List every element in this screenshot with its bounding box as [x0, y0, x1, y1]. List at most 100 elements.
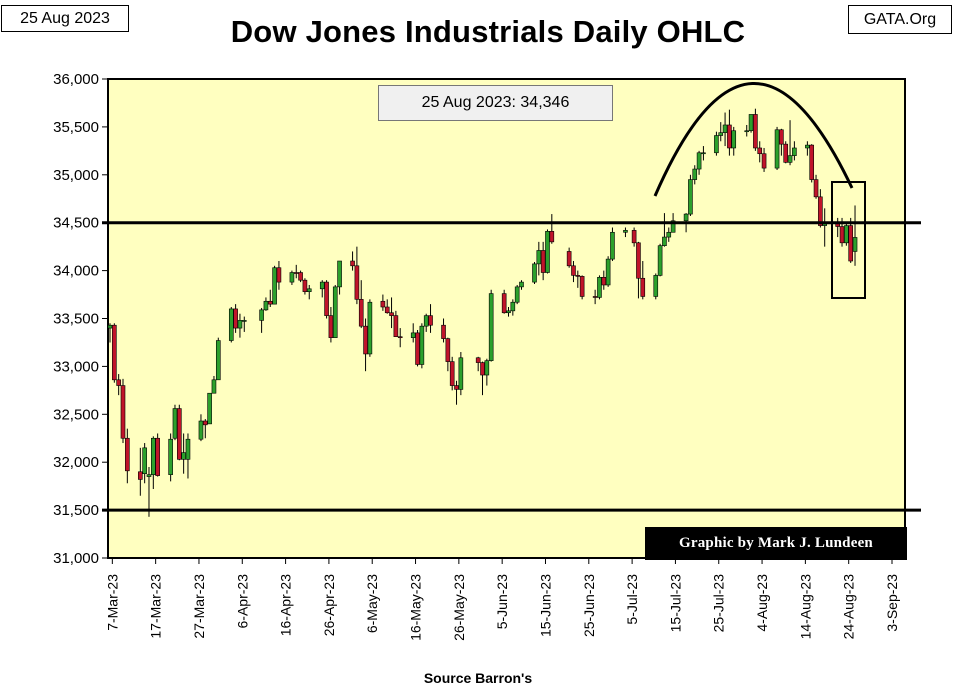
- candle-body: [293, 272, 299, 274]
- candle-body: [458, 357, 464, 390]
- candle-body: [666, 231, 672, 238]
- up-candle: [142, 443, 147, 484]
- y-tick-label: 31,500: [53, 502, 99, 519]
- up-candle: [423, 313, 429, 332]
- up-candle: [484, 358, 490, 386]
- down-candle: [454, 380, 459, 405]
- candle-body: [692, 168, 698, 180]
- candle-body: [696, 152, 702, 170]
- recent-bars-box: [831, 181, 866, 299]
- candle-body: [722, 124, 728, 133]
- candle-body: [272, 267, 277, 305]
- candle-body: [519, 281, 524, 288]
- down-candle: [475, 356, 481, 372]
- down-candle: [783, 141, 789, 164]
- candle-body: [276, 267, 282, 283]
- up-candle: [367, 299, 373, 357]
- candle-body: [211, 379, 217, 394]
- candle-body: [701, 152, 706, 155]
- candle-body: [120, 385, 126, 439]
- up-candle: [744, 124, 750, 137]
- candle-body: [514, 286, 520, 303]
- candle-body: [107, 324, 113, 329]
- down-candle: [125, 428, 130, 484]
- up-candle: [545, 229, 550, 274]
- candle-body: [215, 340, 221, 381]
- x-tick-label: 15-Jul-23: [667, 574, 683, 633]
- candle-body: [228, 308, 234, 341]
- candle-body: [610, 231, 615, 260]
- candle-body: [792, 147, 797, 156]
- down-candle: [328, 307, 334, 343]
- candle-body: [653, 275, 659, 297]
- plot-area: [107, 78, 906, 559]
- up-candle: [714, 131, 719, 156]
- candle-body: [480, 362, 485, 376]
- candle-body: [393, 315, 399, 338]
- down-candle: [116, 374, 121, 396]
- y-tick-label: 33,500: [53, 311, 99, 328]
- up-candle: [666, 227, 672, 242]
- candle-body: [714, 135, 719, 154]
- candle-body: [757, 147, 763, 155]
- down-candle: [120, 378, 126, 444]
- candle-body: [289, 272, 295, 283]
- candle-body: [753, 114, 758, 149]
- candle-body: [501, 293, 507, 314]
- candle-body: [688, 179, 693, 215]
- down-candle: [267, 289, 273, 308]
- candle-body: [601, 277, 607, 286]
- y-axis: 31,000 31,500 32,000 32,500 33,000 33,500 34,0…: [53, 71, 108, 567]
- y-tick-label: 36,000: [53, 71, 99, 88]
- up-candle: [263, 297, 269, 311]
- up-candle: [510, 299, 516, 316]
- top-arc: [653, 82, 854, 197]
- candle-body: [809, 144, 815, 180]
- candle-body: [168, 438, 173, 475]
- up-candle: [458, 352, 464, 396]
- candle-body: [389, 312, 394, 316]
- y-tick-label: 34,500: [53, 215, 99, 232]
- up-candle: [670, 213, 676, 233]
- candle-body: [670, 220, 676, 233]
- down-candle: [202, 419, 208, 439]
- x-tick-label: 25-Jul-23: [711, 574, 727, 633]
- candle-body: [636, 242, 641, 279]
- down-candle: [757, 141, 763, 163]
- down-candle: [566, 247, 572, 268]
- candle-body: [774, 129, 780, 169]
- up-candle: [259, 307, 264, 333]
- up-candle: [419, 323, 425, 369]
- candle-body: [597, 277, 602, 298]
- down-candle: [302, 278, 308, 295]
- up-candle: [306, 284, 312, 300]
- up-candle: [623, 227, 628, 238]
- x-tick-label: 6-May-23: [364, 574, 380, 633]
- up-candle: [146, 466, 152, 517]
- up-candle: [272, 265, 277, 305]
- candle-body: [506, 310, 511, 314]
- x-tick-label: 25-Jun-23: [581, 574, 597, 637]
- y-tick-label: 35,000: [53, 167, 99, 184]
- down-candle: [112, 323, 117, 383]
- down-candle: [631, 227, 637, 247]
- up-candle: [332, 284, 338, 338]
- down-candle: [636, 241, 641, 299]
- down-candle: [393, 310, 399, 338]
- up-candle: [722, 112, 728, 147]
- x-axis: 7-Mar-23 17-Mar-23 27-Mar-23 6-Apr-23 16-Apr…: [104, 558, 900, 641]
- candle-body: [151, 437, 156, 475]
- candle-body: [662, 236, 667, 246]
- up-candle: [215, 337, 221, 381]
- up-candle: [688, 174, 693, 216]
- down-candle: [449, 356, 455, 391]
- up-candle: [337, 260, 342, 295]
- down-candle: [276, 261, 282, 290]
- down-candle: [358, 280, 364, 329]
- up-candle: [241, 316, 247, 332]
- up-candle: [748, 114, 754, 133]
- candle-body: [302, 279, 308, 292]
- x-tick-label: 15-Jun-23: [537, 574, 553, 637]
- y-tick-label: 35,500: [53, 119, 99, 136]
- up-candle: [532, 261, 537, 285]
